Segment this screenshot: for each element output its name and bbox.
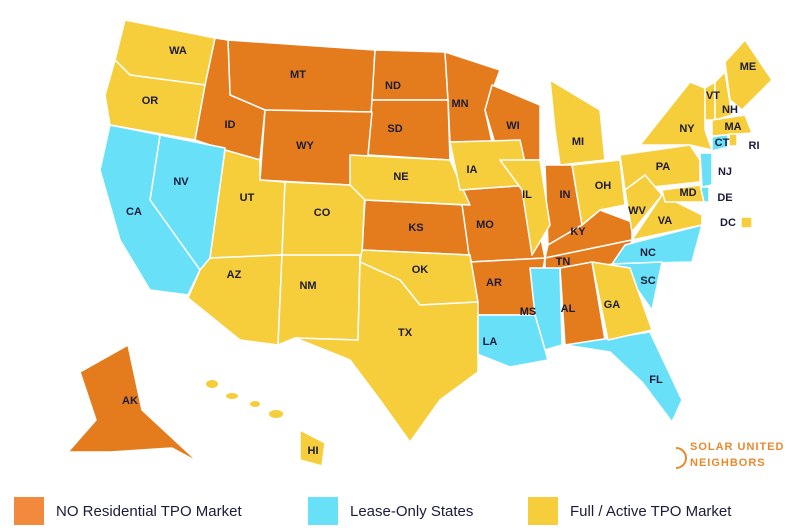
island (269, 410, 283, 418)
state-label: GA (604, 299, 621, 311)
state-label: KY (570, 226, 586, 238)
state-label: DC (720, 217, 736, 229)
state-label: AR (486, 277, 502, 289)
state-label: TN (556, 256, 571, 268)
legend-label: NO Residential TPO Market (56, 503, 242, 520)
state-shape (67, 344, 199, 463)
state-shape (529, 267, 563, 351)
state-label: TX (398, 327, 413, 339)
state-label: OK (412, 264, 429, 276)
state-shape (714, 71, 733, 121)
legend: NO Residential TPO Market Lease-Only Stat… (14, 497, 732, 525)
state-label: MS (520, 306, 537, 318)
state-label: MA (724, 121, 741, 133)
state-label: MO (476, 219, 494, 231)
state-label: AZ (227, 269, 242, 281)
state-label: NM (299, 280, 316, 292)
legend-swatch (308, 497, 338, 525)
island (226, 393, 238, 399)
state-shape (631, 194, 703, 241)
state-shape (639, 81, 713, 151)
state-label: LA (483, 336, 498, 348)
state-label: RI (749, 140, 760, 152)
state-shape (499, 159, 551, 256)
state-label: CA (126, 206, 142, 218)
state-shape (591, 261, 653, 341)
state-label: DE (717, 192, 732, 204)
state-label: KS (408, 222, 423, 234)
state-shape (571, 159, 626, 226)
state-label: AK (122, 395, 138, 407)
state-label: ND (385, 80, 401, 92)
state-label: WI (506, 120, 519, 132)
legend-swatch (528, 497, 558, 525)
state-label: MD (679, 187, 696, 199)
state-label: FL (649, 374, 663, 386)
state-shape (661, 184, 705, 203)
state-label: VA (658, 215, 673, 227)
state-label: CT (715, 137, 730, 149)
state-label: NH (722, 104, 738, 116)
state-label: CO (314, 207, 331, 219)
legend-label: Lease-Only States (350, 503, 473, 520)
state-label: IN (560, 189, 571, 201)
state-label: SD (387, 123, 402, 135)
legend-label: Full / Active TPO Market (570, 503, 732, 520)
state-shape (724, 39, 773, 111)
state-shape (728, 133, 738, 147)
state-label: MN (451, 98, 468, 110)
state-shape (367, 99, 451, 161)
state-label: WY (296, 140, 314, 152)
state-shape (349, 154, 471, 206)
state-label: ID (225, 119, 236, 131)
state-shape (104, 59, 206, 141)
state-label: IL (522, 189, 532, 201)
state-shape (711, 114, 753, 137)
state-shape (299, 429, 326, 467)
state-shape (277, 254, 361, 346)
states (67, 19, 773, 467)
state-shape (740, 216, 753, 229)
logo-line: NEIGHBORS (690, 457, 766, 469)
state-shape (611, 224, 703, 265)
legend-swatch (14, 497, 44, 525)
island (206, 380, 218, 388)
state-label: OH (595, 180, 612, 192)
state-label: VT (706, 90, 720, 102)
state-label: NC (640, 247, 656, 259)
state-shape (564, 331, 683, 423)
state-shape (99, 124, 201, 296)
logo-mark (675, 447, 687, 469)
state-label: OR (142, 95, 159, 107)
state-label: UT (240, 192, 255, 204)
state-label: NE (393, 171, 408, 183)
state-label: WA (169, 45, 187, 57)
state-label: PA (656, 161, 671, 173)
state-label: MT (290, 69, 306, 81)
state-labels: MT ND MN WI ID SD WY KS MO IN KY TN AR AL AK NV CA NC SC MS… (122, 45, 759, 457)
state-label: WV (628, 205, 646, 217)
logo-line: SOLAR UNITED (690, 441, 785, 453)
state-label: SC (640, 275, 655, 287)
state-label: NV (173, 176, 189, 188)
state-label: MI (572, 136, 584, 148)
island (250, 401, 260, 407)
state-label: ME (740, 61, 757, 73)
state-shape (699, 152, 713, 188)
state-label: NY (679, 123, 695, 135)
state-label: NJ (718, 166, 732, 178)
state-shape (281, 181, 366, 256)
state-label: HI (308, 445, 319, 457)
state-shape (294, 261, 479, 443)
state-shape (549, 79, 606, 166)
state-label: IA (467, 164, 478, 176)
state-label: AL (561, 303, 576, 315)
state-shape (371, 49, 449, 101)
